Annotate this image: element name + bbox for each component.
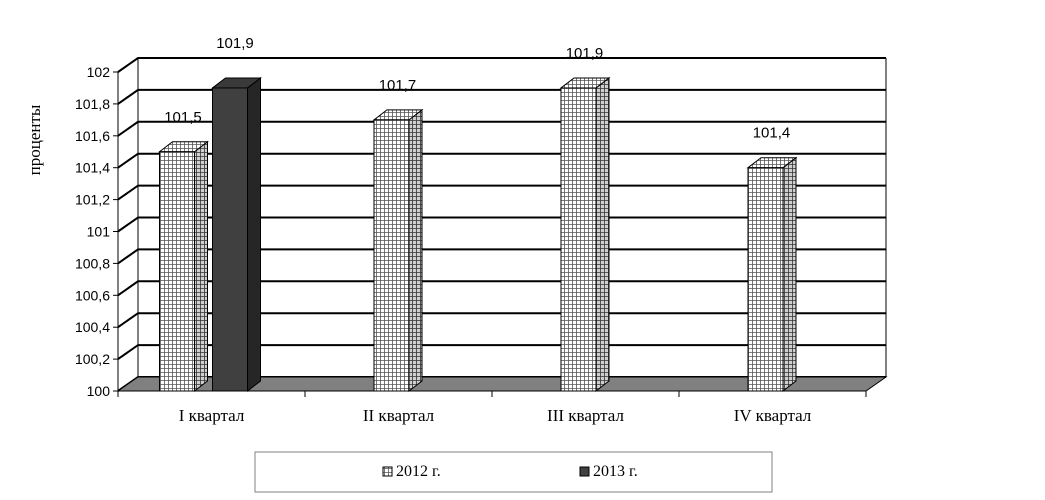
bar-2013-q1 xyxy=(211,76,262,393)
y-tick-label: 101,2 xyxy=(75,192,110,208)
y-tick-label: 100,2 xyxy=(75,351,110,367)
x-category-label: III квартал xyxy=(547,406,624,425)
y-tick-label: 101,6 xyxy=(75,128,110,144)
y-tick-label: 100,8 xyxy=(75,255,110,271)
bar-side xyxy=(782,156,797,393)
chart-back-wall xyxy=(118,58,886,391)
x-category-label: IV квартал xyxy=(734,406,812,425)
bar-front xyxy=(212,87,248,392)
data-label: 101,4 xyxy=(753,125,791,142)
bar-front xyxy=(747,167,784,392)
y-axis-label: проценты xyxy=(25,104,44,175)
y-axis: 100 100,2 100,4 100,6 100,8 101 101,2 101,4 101,… xyxy=(75,57,139,399)
data-label: 101,5 xyxy=(164,109,202,126)
bar-2012-q4 xyxy=(746,156,798,393)
bar-side xyxy=(408,108,423,393)
x-category-label: I квартал xyxy=(179,406,245,425)
bar-front xyxy=(159,151,195,392)
legend-label-2013: 2013 г. xyxy=(593,463,638,480)
x-axis: I квартал II квартал III квартал IV квартал xyxy=(117,390,867,425)
y-tick-label: 102 xyxy=(87,64,111,80)
bar-2012-q3 xyxy=(559,76,611,393)
data-label: 101,7 xyxy=(379,77,417,94)
bar-side xyxy=(247,76,261,393)
y-tick-label: 101,4 xyxy=(75,160,110,176)
y-axis-top-edge xyxy=(117,57,139,73)
data-label: 101,9 xyxy=(216,35,254,52)
legend-label-2012: 2012 г. xyxy=(396,463,441,480)
bar-front xyxy=(560,87,597,392)
bar-side xyxy=(595,76,610,393)
bars xyxy=(158,76,798,393)
y-tick-label: 101,8 xyxy=(75,96,110,112)
y-tick-label: 100,4 xyxy=(75,319,110,335)
data-labels: 101,5 101,9 101,7 101,9 101,4 xyxy=(164,35,790,142)
x-category-label: II квартал xyxy=(363,406,435,425)
bar-side xyxy=(194,140,208,393)
back-wall-face xyxy=(118,58,886,391)
legend-swatch-2012 xyxy=(382,466,393,477)
legend-swatch-2013 xyxy=(579,466,590,477)
legend: 2012 г. 2013 г. xyxy=(254,451,773,493)
legend-box xyxy=(254,451,773,493)
data-label: 101,9 xyxy=(566,45,604,62)
y-tick-label: 100,6 xyxy=(75,287,110,303)
bar-front xyxy=(373,119,410,392)
bar-2012-q2 xyxy=(372,108,424,393)
bar-2012-q1 xyxy=(158,140,209,393)
y-tick-label: 101 xyxy=(87,224,111,240)
y-tick-label: 100 xyxy=(87,383,111,399)
